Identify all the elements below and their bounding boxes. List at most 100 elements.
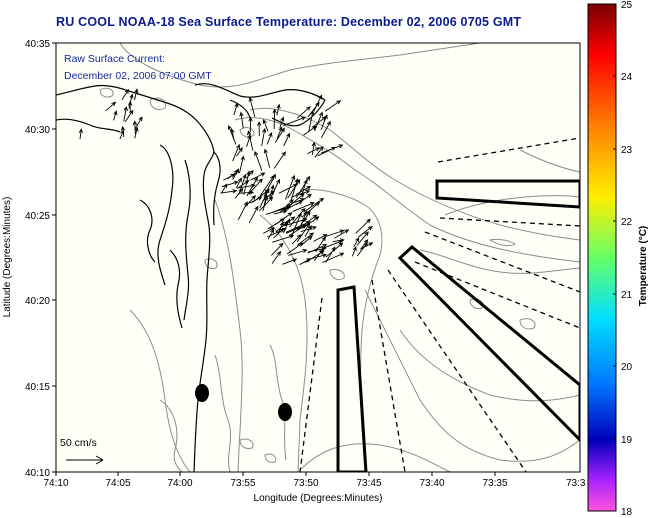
regions-of-interest <box>336 179 580 472</box>
current-vector <box>134 88 139 101</box>
x-tick-label: 73:45 <box>356 478 381 489</box>
map-title: RU COOL NOAA-18 Sea Surface Temperature:… <box>56 15 522 29</box>
current-vector <box>288 224 308 237</box>
current-vector <box>263 148 271 168</box>
current-vector <box>237 180 250 189</box>
x-tick-label: 74:10 <box>43 478 68 489</box>
current-vector <box>300 225 317 233</box>
current-vector <box>272 234 295 243</box>
current-vector <box>313 94 322 112</box>
current-vector <box>291 234 302 245</box>
y-axis-label: Latitude (Degrees:Minutes) <box>2 197 13 318</box>
x-tick-label: 74:05 <box>105 478 130 489</box>
current-vector <box>284 174 296 200</box>
current-vector <box>296 223 311 243</box>
current-vector <box>332 238 345 243</box>
current-vector <box>132 120 138 134</box>
current-vector <box>105 101 117 112</box>
colorbar-tick-label: 21 <box>621 290 633 301</box>
current-vector <box>250 172 266 181</box>
current-vector <box>119 129 125 140</box>
current-vector <box>113 110 118 121</box>
current-vector <box>291 189 311 198</box>
current-vector <box>322 252 345 263</box>
current-vector <box>259 175 275 197</box>
x-tick-label: 73:35 <box>482 478 507 489</box>
colorbar-tick-label: 25 <box>621 0 633 11</box>
colorbar-tick-label: 20 <box>621 362 633 373</box>
current-vector <box>334 229 350 239</box>
current-vector <box>353 237 360 247</box>
current-vector <box>233 102 239 116</box>
colorbar-tick-label: 23 <box>621 145 633 156</box>
current-vector <box>239 111 244 129</box>
current-vector <box>290 178 299 201</box>
colorbar <box>587 3 617 512</box>
current-vector <box>308 110 315 132</box>
current-vector <box>259 188 270 209</box>
current-vector <box>220 189 238 194</box>
current-vector <box>270 178 280 199</box>
current-vector <box>312 116 327 128</box>
current-vector <box>227 124 237 145</box>
y-tick-label: 40:15 <box>25 382 50 393</box>
current-vector <box>246 169 254 179</box>
current-vector <box>307 244 328 254</box>
current-vector <box>301 201 321 218</box>
current-vector <box>286 242 304 255</box>
current-vector <box>313 248 324 262</box>
current-vector <box>238 190 255 195</box>
x-tick-label: 73:50 <box>293 478 318 489</box>
current-vector <box>248 205 259 224</box>
current-vector <box>320 120 331 139</box>
colorbar-tick-label: 24 <box>621 72 633 83</box>
y-tick-label: 40:20 <box>25 296 50 307</box>
y-tick-label: 40:35 <box>25 39 50 50</box>
current-vector <box>269 184 275 199</box>
current-vector <box>244 195 257 208</box>
current-vector <box>275 221 289 233</box>
colorbar-tick-label: 19 <box>621 435 633 446</box>
colorbar-tick-label: 18 <box>621 507 633 518</box>
current-vector <box>292 202 315 213</box>
current-vector <box>273 151 286 169</box>
current-vector <box>282 258 298 265</box>
y-tick-label: 40:10 <box>25 468 50 479</box>
current-vector <box>301 179 308 196</box>
current-vector <box>351 246 357 257</box>
x-tick-label: 73:55 <box>230 478 255 489</box>
current-vector <box>272 108 277 130</box>
current-vector <box>303 125 317 136</box>
current-vector <box>304 197 325 212</box>
current-vector <box>325 246 336 263</box>
current-vector <box>121 88 129 101</box>
current-vector <box>317 146 337 157</box>
current-vector <box>300 235 313 246</box>
current-vector <box>247 130 254 151</box>
current-vector <box>123 106 128 122</box>
x-tick-label: 73:40 <box>419 478 444 489</box>
colorbar-tick-label: 22 <box>621 217 633 228</box>
current-vector <box>283 216 296 226</box>
current-vector <box>235 177 242 189</box>
radial-lines <box>299 137 580 472</box>
y-tick-label: 40:30 <box>25 125 50 136</box>
current-vector <box>256 121 262 137</box>
current-vector <box>283 132 291 147</box>
station-marker <box>278 403 292 421</box>
current-vector <box>236 147 243 157</box>
current-vector <box>134 126 139 139</box>
current-vector <box>259 196 274 212</box>
current-vector <box>135 116 143 129</box>
current-vector <box>279 116 285 129</box>
current-vector <box>232 143 241 162</box>
x-axis-label: Longitude (Degrees:Minutes) <box>254 493 383 504</box>
scale-arrow <box>66 455 104 465</box>
current-vector <box>314 145 324 158</box>
current-vector <box>287 179 301 199</box>
current-vector <box>276 126 283 139</box>
y-tick-labels: 40:35 40:30 40:25 40:20 40:15 40:10 <box>25 39 50 479</box>
tick-marks <box>52 42 496 476</box>
current-vector <box>237 183 256 189</box>
